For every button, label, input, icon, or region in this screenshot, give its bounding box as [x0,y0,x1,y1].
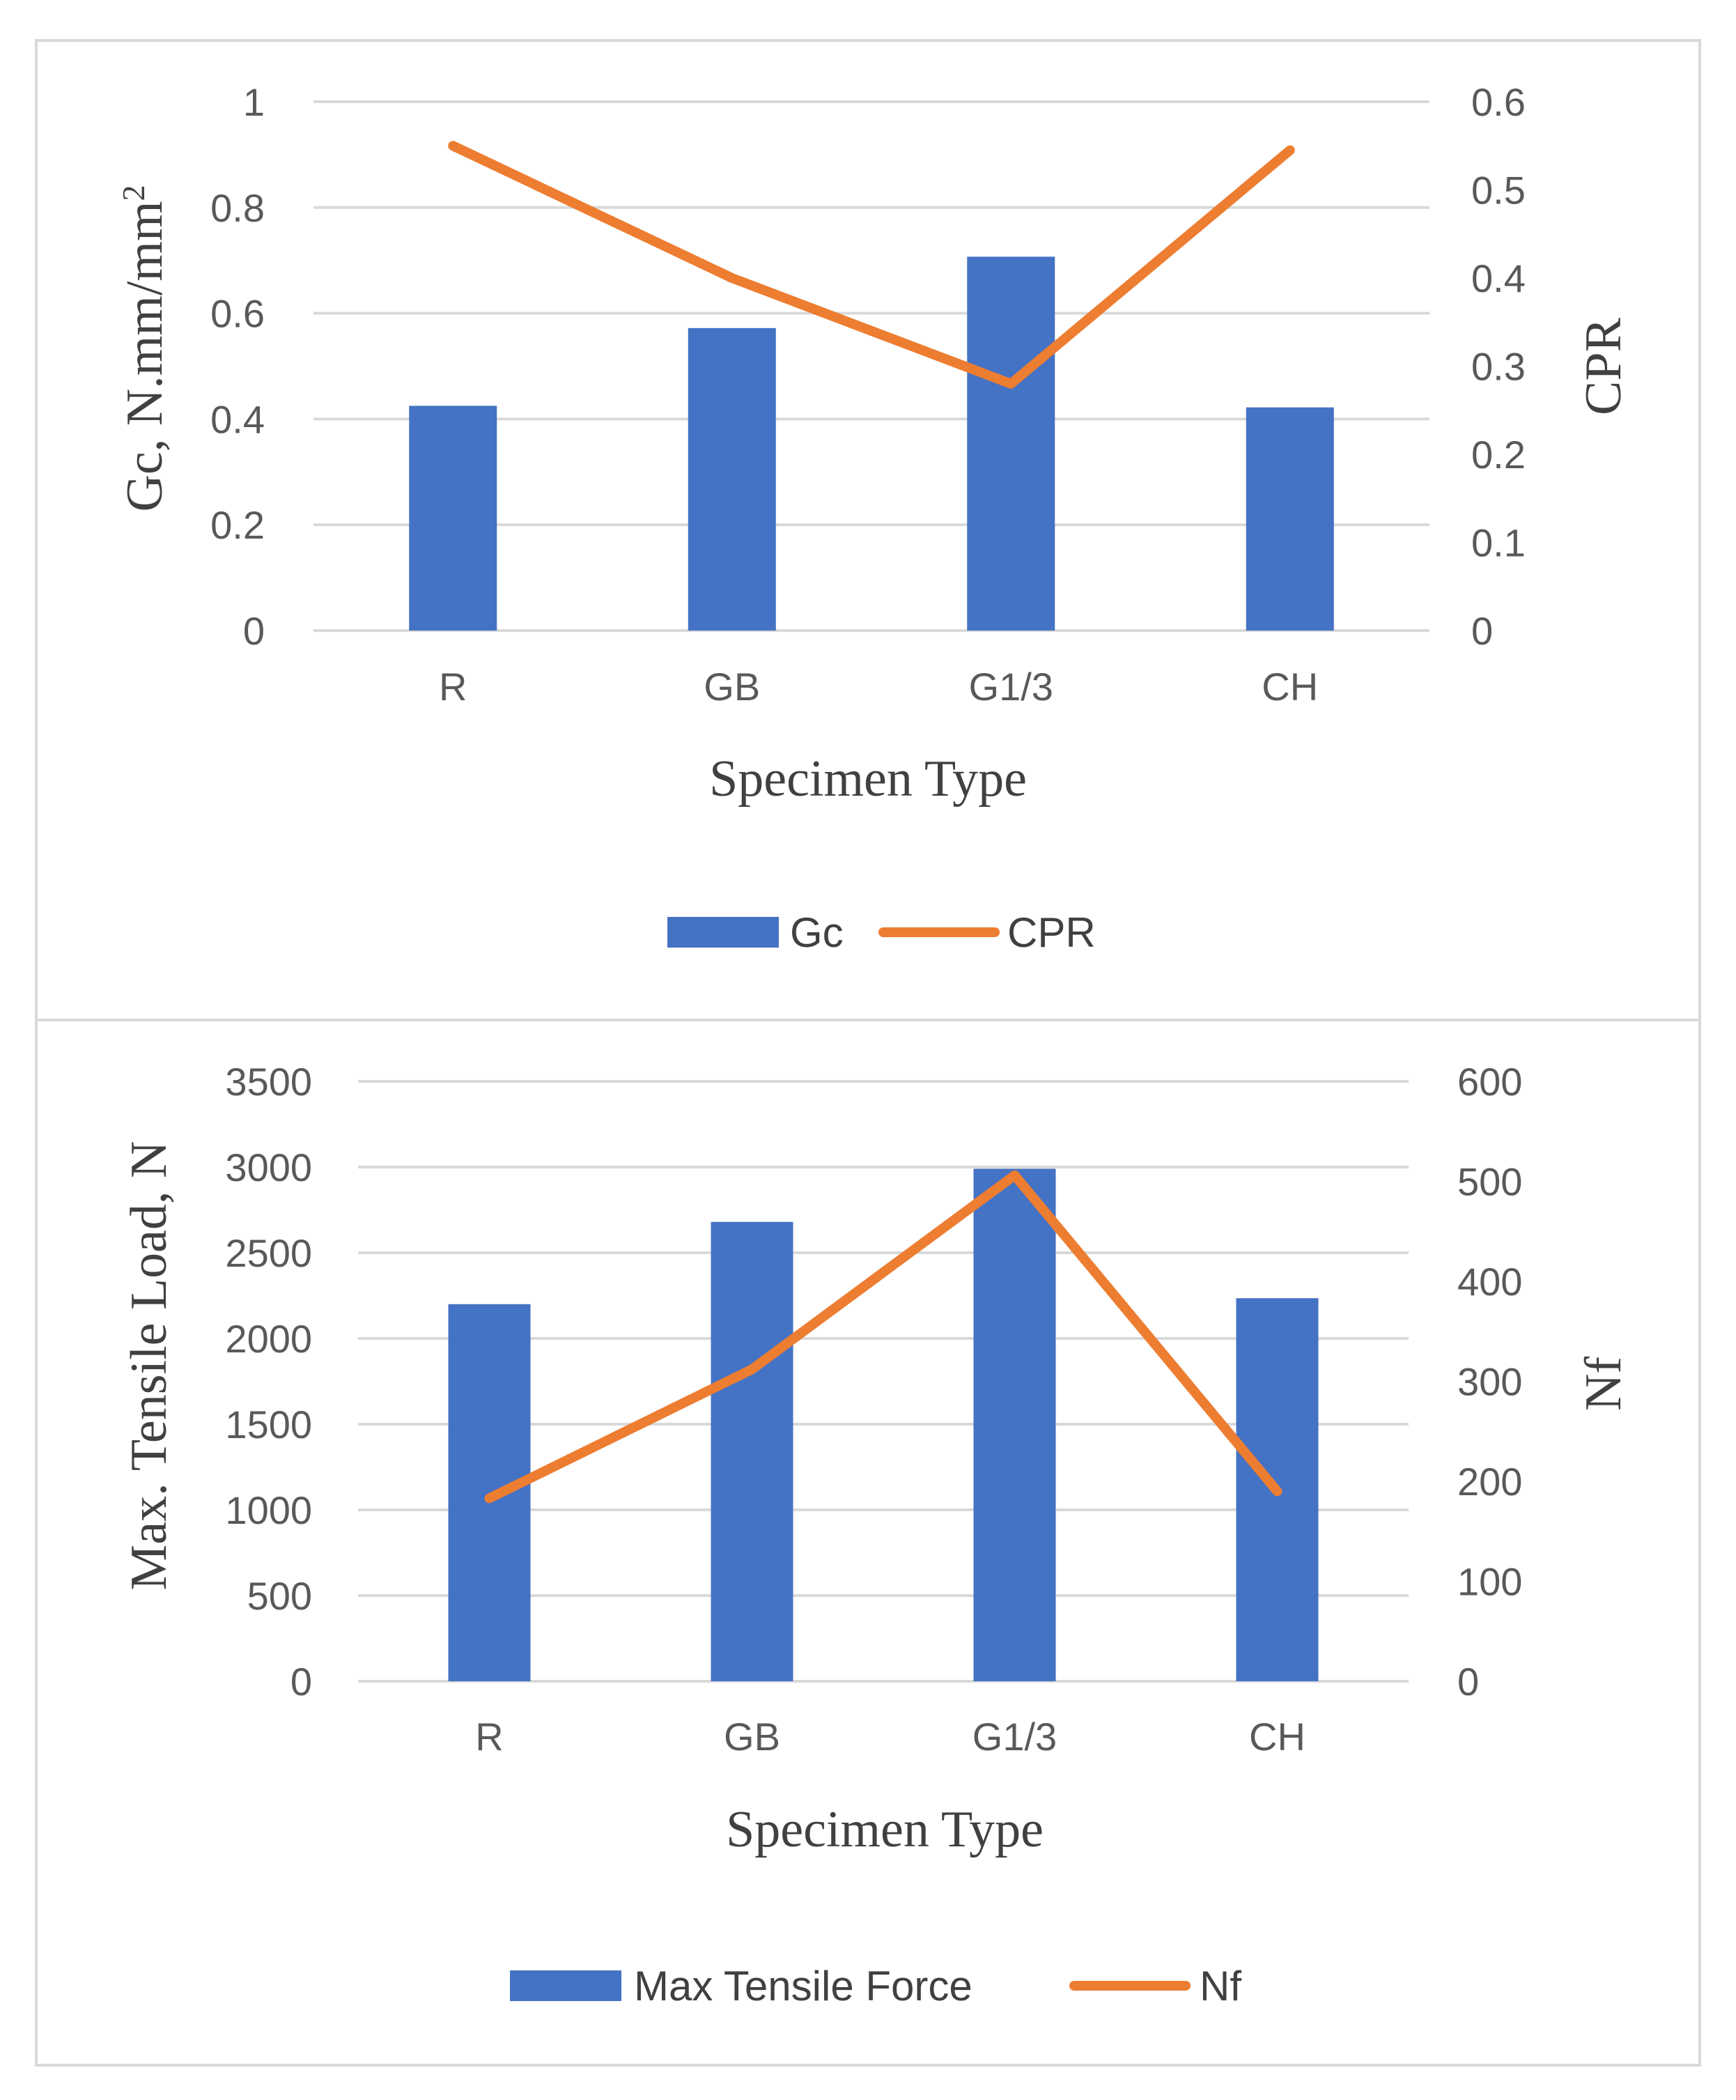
chart2-x-axis-title: Specimen Type [726,1801,1044,1858]
bar-GB [711,1221,793,1681]
y2-tick-label: 0.4 [1471,256,1526,300]
x-tick-label: GB [724,1715,780,1759]
y-tick-label: 3000 [225,1145,312,1189]
chart2-plot: 0 500 1000 1500 2000 2500 3000 3500 0 100 200 300 40… [225,1060,1522,2009]
chart1-plot: 0 0.2 0.4 0.6 0.8 1 0 0.1 0.2 0.3 0.4 0.5 0.6 R GB G1/3… [210,80,1526,956]
x-tick-label: CH [1262,665,1318,709]
y2-tick-label: 400 [1457,1260,1522,1304]
y-tick-label: 0.4 [210,397,265,441]
x-tick-label: R [475,1715,503,1759]
x-tick-label: G1/3 [972,1715,1057,1759]
y2-tick-label: 0.1 [1471,521,1526,565]
y2-tick-label: 0.5 [1471,169,1526,213]
y2-tick-label: 500 [1457,1160,1522,1204]
chart1-y2-axis-title: CPR [1575,317,1632,415]
bar-G1/3 [973,1168,1056,1681]
y-tick-label: 2000 [225,1317,312,1361]
y2-tick-label: 0 [1471,609,1493,653]
y-tick-label: 0 [243,609,265,653]
legend-label: Gc [790,909,844,956]
y2-tick-label: 0.6 [1471,80,1526,124]
chart2-y-axis-title: Max. Tensile Load, N [121,1141,178,1591]
bar-G1/3 [967,256,1055,631]
y-tick-label: 500 [247,1574,312,1618]
legend-label: Max Tensile Force [634,1963,972,2009]
x-tick-label: G1/3 [969,665,1053,709]
bar-CH [1246,407,1334,631]
y-tick-label: 3500 [225,1060,312,1104]
y-tick-label: 2500 [225,1231,312,1275]
y2-tick-label: 100 [1457,1560,1522,1604]
legend-swatch-bar [510,1970,621,2001]
y-tick-label: 0.6 [210,292,265,336]
y2-tick-label: 0 [1457,1660,1479,1704]
legend-label: CPR [1007,909,1096,956]
y2-tick-label: 0.3 [1471,345,1526,389]
x-tick-label: CH [1249,1715,1305,1759]
chart-panel-tensile-nf [35,1021,1701,2067]
series-line-CPR [448,141,1295,389]
x-tick-label: R [439,665,467,709]
y2-tick-label: 300 [1457,1360,1522,1404]
series-line-Nf [484,1170,1282,1504]
x-tick-label: GB [704,665,760,709]
chart1-y-axis-title: Gc, N.mm/mm2 [116,185,174,511]
y2-tick-label: 0.2 [1471,433,1526,477]
chart1-x-axis-title: Specimen Type [709,750,1027,808]
y2-tick-label: 600 [1457,1060,1522,1104]
legend-label: Nf [1200,1963,1241,2009]
y-tick-label: 0.8 [210,186,265,230]
bar-R [409,406,497,631]
y-tick-label: 1 [243,80,265,124]
y2-tick-label: 200 [1457,1460,1522,1504]
y-tick-label: 1500 [225,1403,312,1446]
y-tick-label: 1000 [225,1488,312,1532]
bar-GB [688,327,776,631]
y-tick-label: 0.2 [210,503,265,547]
bar-R [448,1304,531,1681]
chart2-y2-axis-title: Nf [1575,1357,1632,1411]
chart-panel-gc-cpr [35,39,1701,1021]
y-tick-label: 0 [290,1660,312,1704]
legend-swatch-bar [667,917,779,948]
